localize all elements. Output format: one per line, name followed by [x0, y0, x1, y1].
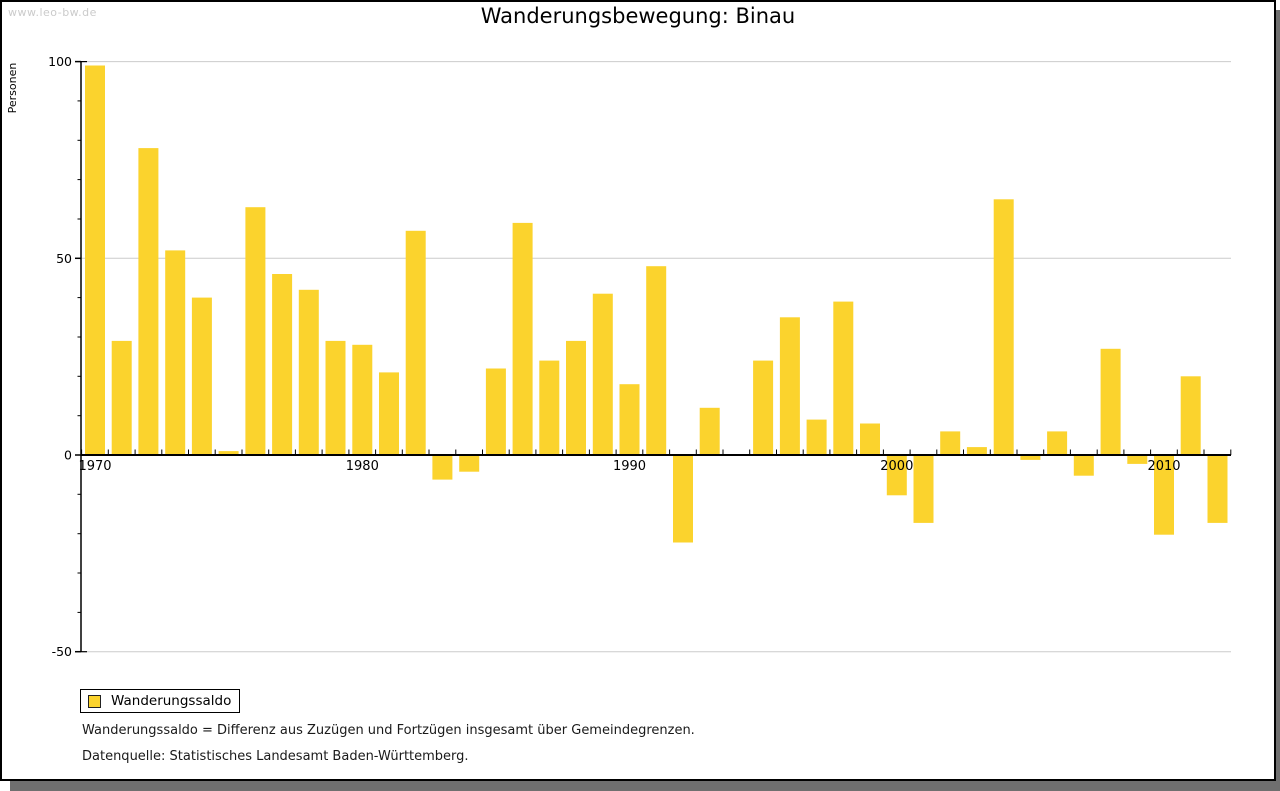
bar-2005	[1020, 456, 1041, 460]
bar-1993	[699, 407, 720, 455]
bar-2003	[966, 447, 987, 455]
bar-2012	[1207, 456, 1228, 523]
bar-1970	[85, 65, 105, 455]
bar-1999	[860, 423, 880, 455]
bar-1988	[566, 340, 586, 455]
bar-1985	[485, 368, 506, 455]
bar-1989	[592, 293, 613, 455]
bar-1980	[352, 344, 373, 455]
chart-plot: 100 50 0 -50 1970 1980 1990 2000 2010	[48, 54, 1232, 659]
y-tick-label: 0	[64, 448, 72, 463]
bar-1997	[806, 419, 827, 455]
legend-box: Wanderungssaldo	[80, 689, 240, 713]
footnote-source: Datenquelle: Statistisches Landesamt Bad…	[82, 749, 469, 764]
bar-2006	[1047, 431, 1068, 455]
bar-2000	[886, 456, 907, 496]
y-tick-label: -50	[52, 644, 72, 659]
bar-1973	[165, 250, 186, 455]
watermark: www.leo-bw.de	[8, 6, 97, 19]
legend-swatch	[88, 694, 101, 708]
bar-2010	[1154, 456, 1174, 535]
bar-2009	[1127, 456, 1148, 464]
y-tick-label: 50	[56, 251, 72, 266]
bar-1996	[779, 317, 800, 455]
bar-2008	[1100, 348, 1121, 455]
bar-2001	[913, 456, 934, 523]
bar-1998	[833, 301, 854, 455]
bar-2007	[1073, 456, 1094, 476]
footnote-definition: Wanderungssaldo = Differenz aus Zuzügen …	[82, 723, 695, 738]
bar-1984	[459, 456, 480, 472]
bar-1974	[191, 297, 212, 455]
bar-1992	[673, 456, 693, 543]
chart-title: Wanderungsbewegung: Binau	[480, 4, 796, 28]
bar-1987	[539, 360, 560, 455]
bar-1976	[245, 207, 266, 455]
bar-1981	[379, 372, 399, 455]
bar-2002	[940, 431, 961, 455]
bar-2004	[993, 199, 1014, 455]
bar-1991	[646, 266, 667, 455]
bar-1975	[218, 451, 239, 455]
x-tick-label: 2000	[880, 459, 913, 474]
bar-1986	[512, 222, 533, 455]
x-tick-label: 1990	[613, 459, 646, 474]
y-tick-label: 100	[48, 54, 72, 69]
bar-1995	[753, 360, 774, 455]
x-tick-label: 1970	[78, 459, 111, 474]
bar-1990	[619, 384, 640, 455]
bar-1972	[138, 148, 159, 455]
bar-2011	[1180, 376, 1201, 455]
x-tick-label: 1980	[346, 459, 379, 474]
bar-1971	[111, 340, 132, 455]
bar-1982	[405, 230, 426, 455]
bar-1979	[325, 340, 346, 455]
bar-1978	[298, 289, 319, 455]
bar-1983	[432, 456, 453, 480]
bar-1977	[272, 274, 293, 455]
legend-label: Wanderungssaldo	[111, 693, 232, 709]
x-tick-label: 2010	[1147, 459, 1180, 474]
